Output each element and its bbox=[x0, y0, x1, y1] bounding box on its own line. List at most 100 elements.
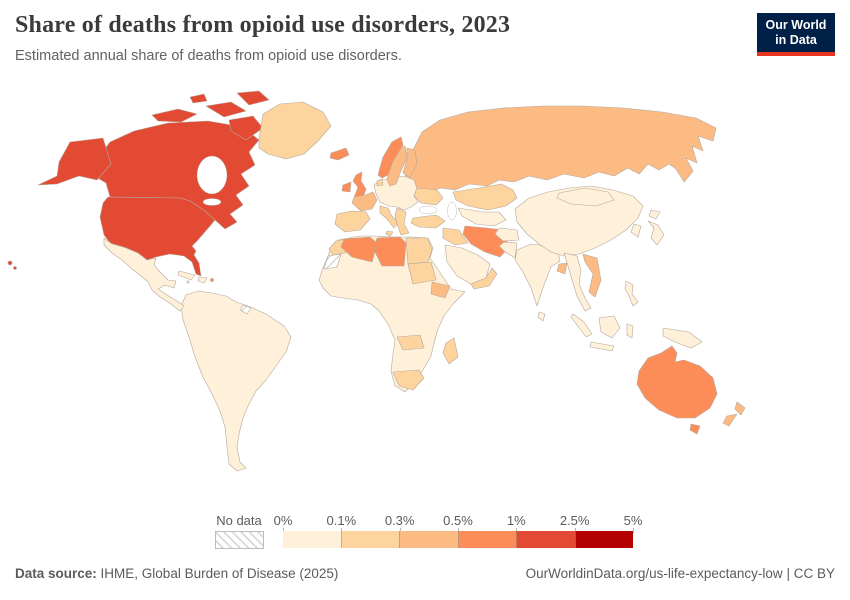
country-philippines[interactable] bbox=[624, 280, 639, 307]
country-iceland[interactable] bbox=[329, 147, 350, 161]
country-madagascar[interactable] bbox=[442, 337, 459, 365]
legend-tick-label: 0% bbox=[273, 513, 293, 528]
country-sudan[interactable] bbox=[407, 261, 437, 285]
country-hawaii[interactable] bbox=[7, 260, 13, 266]
legend-no-data-swatch[interactable] bbox=[215, 531, 264, 549]
country-france[interactable] bbox=[351, 191, 378, 212]
legend-tick-mark bbox=[633, 528, 634, 533]
country-korea[interactable] bbox=[630, 223, 642, 238]
country-india[interactable] bbox=[514, 243, 561, 307]
country-ethiopia[interactable] bbox=[430, 281, 451, 299]
legend-tick-mark bbox=[574, 528, 576, 533]
country-vietnam[interactable] bbox=[582, 253, 602, 298]
legend-tick-label: 0.1% bbox=[326, 513, 357, 528]
country-south-africa[interactable] bbox=[392, 369, 425, 391]
country-zambia-zimbabwe[interactable] bbox=[396, 334, 425, 351]
map-legend: No data 0% 0.1% 0.3% 0.5% 1% 2.5% 5% bbox=[0, 511, 850, 553]
owid-logo-line1: Our World bbox=[765, 18, 827, 32]
country-hispaniola[interactable] bbox=[197, 276, 208, 284]
country-tasmania[interactable] bbox=[689, 423, 701, 435]
country-united-kingdom[interactable] bbox=[352, 171, 367, 199]
country-iraq-syria[interactable] bbox=[442, 227, 469, 246]
legend-bin-1[interactable] bbox=[341, 531, 400, 548]
country-ireland[interactable] bbox=[341, 181, 352, 193]
legend-tick-label: 1% bbox=[506, 513, 526, 528]
country-libya[interactable] bbox=[373, 236, 407, 267]
country-canada-arctic-islands[interactable] bbox=[151, 90, 270, 141]
country-bangladesh[interactable] bbox=[556, 262, 568, 275]
chart-header: Share of deaths from opioid use disorder… bbox=[15, 12, 835, 64]
legend-color-bar bbox=[283, 531, 633, 548]
data-source-text: IHME, Global Burden of Disease (2025) bbox=[100, 566, 339, 581]
country-mongolia[interactable] bbox=[556, 187, 615, 207]
country-papua-new-guinea[interactable] bbox=[662, 327, 703, 349]
great-lakes bbox=[202, 198, 222, 206]
legend-tick-label: 5% bbox=[623, 513, 643, 528]
country-new-zealand[interactable] bbox=[722, 401, 746, 427]
country-united-states[interactable] bbox=[99, 196, 216, 277]
country-kazakhstan[interactable] bbox=[452, 183, 518, 211]
legend-tick-mark bbox=[283, 528, 284, 533]
legend-bin-2[interactable] bbox=[400, 531, 459, 548]
country-yemen-oman[interactable] bbox=[470, 267, 498, 290]
black-sea bbox=[418, 205, 438, 215]
country-algeria[interactable] bbox=[340, 236, 378, 263]
caspian-sea bbox=[447, 201, 457, 221]
country-balkans-greece[interactable] bbox=[394, 207, 410, 236]
country-ukraine[interactable] bbox=[413, 187, 444, 206]
country-australia[interactable] bbox=[636, 345, 718, 419]
legend-tick-mark bbox=[399, 528, 401, 533]
legend-tick-label: 0.5% bbox=[443, 513, 473, 528]
legend-tick-mark bbox=[458, 528, 459, 533]
country-china[interactable] bbox=[514, 185, 644, 257]
country-japan[interactable] bbox=[647, 209, 665, 246]
country-french-guiana[interactable] bbox=[239, 304, 252, 315]
country-greenland[interactable] bbox=[258, 101, 332, 160]
chart-footer: Data source: IHME, Global Burden of Dise… bbox=[15, 566, 835, 581]
legend-bin-4[interactable] bbox=[517, 531, 576, 548]
country-central-asia[interactable] bbox=[457, 207, 507, 227]
country-western-sahara[interactable] bbox=[323, 253, 342, 270]
country-indonesia[interactable] bbox=[570, 313, 634, 352]
owid-logo: Our World in Data bbox=[757, 13, 835, 56]
footer-separator: | bbox=[786, 566, 790, 581]
country-norway[interactable] bbox=[377, 136, 404, 179]
country-egypt[interactable] bbox=[405, 237, 433, 265]
data-source-prefix: Data source: bbox=[15, 566, 97, 581]
country-sri-lanka[interactable] bbox=[537, 311, 546, 322]
legend-no-data-label: No data bbox=[216, 513, 262, 528]
country-south-america[interactable] bbox=[180, 290, 292, 472]
country-finland[interactable] bbox=[402, 147, 418, 178]
country-mainland-se-asia[interactable] bbox=[563, 252, 592, 312]
country-alaska[interactable] bbox=[37, 137, 112, 186]
owid-url-link[interactable]: OurWorldinData.org/us-life-expectancy-lo… bbox=[525, 566, 783, 581]
country-italy[interactable] bbox=[379, 205, 399, 237]
world-map-svg bbox=[7, 90, 746, 472]
legend-bin-0[interactable] bbox=[283, 531, 342, 548]
data-source: Data source: IHME, Global Burden of Dise… bbox=[15, 566, 338, 581]
country-pakistan[interactable] bbox=[498, 241, 518, 259]
legend-tick-label: 0.3% bbox=[384, 513, 415, 528]
legend-bin-3[interactable] bbox=[458, 531, 517, 548]
country-turkey[interactable] bbox=[410, 214, 446, 229]
country-spain-portugal[interactable] bbox=[334, 210, 371, 233]
legend-tick-mark bbox=[516, 528, 518, 533]
country-jamaica[interactable] bbox=[186, 280, 190, 284]
country-cuba[interactable] bbox=[177, 270, 196, 281]
country-puerto-rico[interactable] bbox=[210, 278, 214, 282]
country-hawaii-2[interactable] bbox=[13, 266, 17, 270]
hudson-bay bbox=[196, 155, 228, 195]
page-title: Share of deaths from opioid use disorder… bbox=[15, 12, 511, 38]
country-afghanistan[interactable] bbox=[494, 227, 520, 242]
owid-logo-line2: in Data bbox=[775, 33, 817, 47]
world-choropleth-map bbox=[0, 85, 850, 510]
legend-tick-mark bbox=[341, 528, 343, 533]
license-label: CC BY bbox=[793, 566, 835, 581]
country-denmark[interactable] bbox=[376, 178, 384, 187]
country-russia[interactable] bbox=[404, 105, 717, 193]
country-mexico-central-america[interactable] bbox=[103, 237, 185, 312]
legend-tick-labels: 0% 0.1% 0.3% 0.5% 1% 2.5% 5% bbox=[274, 513, 642, 533]
legend-tick-label: 2.5% bbox=[559, 513, 590, 528]
page-subtitle: Estimated annual share of deaths from op… bbox=[15, 48, 402, 64]
legend-bin-5[interactable] bbox=[575, 531, 633, 548]
